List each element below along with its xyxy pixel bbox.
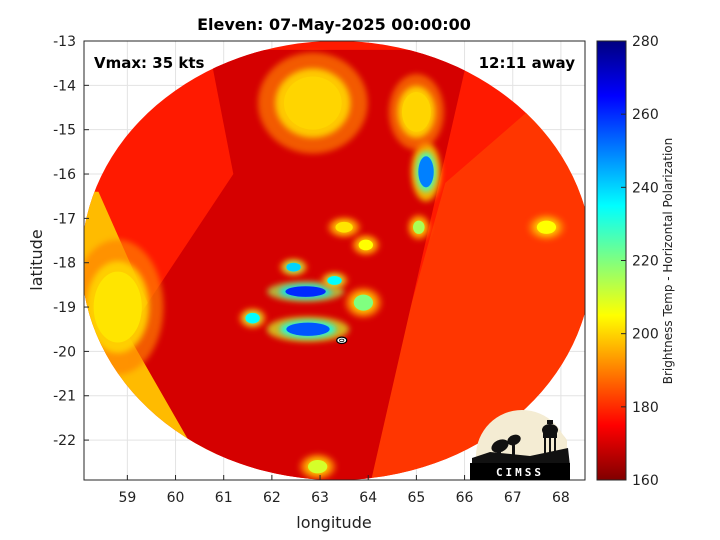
water-tower-icon bbox=[542, 420, 558, 460]
microwave-swath bbox=[84, 41, 585, 480]
y-tick-label: -22 bbox=[53, 433, 76, 449]
plot-frame bbox=[83, 40, 586, 481]
x-tick-label: 60 bbox=[167, 490, 185, 506]
x-tick-label: 66 bbox=[456, 490, 474, 506]
colorbar-label: Brightness Temp - Horizontal Polarizatio… bbox=[661, 138, 675, 385]
swath-feature-core bbox=[358, 239, 374, 251]
storm-center-marker bbox=[336, 336, 348, 345]
swath-feature-core bbox=[308, 460, 328, 474]
swath-feature-core bbox=[245, 312, 260, 324]
colorbar-ticks: 280 260 240 220 200 180 160 bbox=[621, 34, 659, 489]
y-tick-label: -14 bbox=[53, 78, 76, 94]
swath-feature-core bbox=[285, 286, 326, 297]
plot-area: 59 60 61 62 63 64 65 66 67 68 -13-14-15-16-17-18-… bbox=[53, 34, 586, 506]
y-axis-label: latitude bbox=[27, 229, 46, 290]
swath-feature-core bbox=[353, 294, 374, 311]
swath-feature-core bbox=[335, 221, 353, 233]
colorbar-tick-label: 160 bbox=[632, 473, 659, 489]
colorbar-tick-label: 180 bbox=[632, 400, 659, 416]
colorbar-tick-label: 240 bbox=[632, 180, 659, 196]
vmax-annotation: Vmax: 35 kts bbox=[94, 54, 204, 72]
colorbar-tick-label: 280 bbox=[632, 34, 659, 50]
x-tick-label: 62 bbox=[263, 490, 281, 506]
swath-east-region bbox=[358, 41, 585, 480]
y-tick-label: -17 bbox=[53, 211, 76, 227]
swath-feature-core bbox=[283, 76, 342, 130]
swath-feature-core bbox=[286, 322, 330, 336]
y-axis-ticks: -13 -14 -15 -16 -17 -18 -19 -20 -21 -22 bbox=[53, 34, 89, 449]
x-tick-label: 64 bbox=[359, 490, 377, 506]
y-tick-label: -16 bbox=[53, 167, 76, 183]
y-tick-label: -13 bbox=[53, 34, 76, 50]
x-axis-label: longitude bbox=[296, 513, 371, 532]
y-tick-label: -21 bbox=[53, 389, 76, 405]
cimss-logo-text: CIMSS bbox=[496, 466, 544, 479]
x-tick-label: 61 bbox=[215, 490, 233, 506]
y-tick-label: -15 bbox=[53, 123, 76, 139]
swath-feature-core bbox=[418, 156, 434, 188]
colorbar-tick-label: 260 bbox=[632, 107, 659, 123]
colorbar-tick-label: 200 bbox=[632, 327, 659, 343]
x-axis-ticks: 59 60 61 62 63 64 65 66 67 68 bbox=[118, 475, 570, 506]
cimss-logo: CIMSS bbox=[470, 410, 570, 480]
swath-feature-core bbox=[536, 220, 557, 234]
chart-title: Eleven: 07-May-2025 00:00:00 bbox=[197, 15, 471, 34]
y-tick-label: -20 bbox=[53, 344, 76, 360]
swath-feature-core bbox=[286, 262, 301, 272]
swath-feature-core bbox=[327, 276, 342, 285]
y-tick-label: -18 bbox=[53, 256, 76, 272]
storm-marker-outer bbox=[336, 336, 348, 345]
x-tick-label: 63 bbox=[311, 490, 329, 506]
swath-feature-core bbox=[401, 91, 431, 132]
swath-feature-core bbox=[93, 271, 142, 343]
swath-feature-core bbox=[413, 220, 425, 234]
colorbar-tick-label: 220 bbox=[632, 254, 659, 270]
x-tick-label: 59 bbox=[118, 490, 136, 506]
storm-marker-inner bbox=[339, 338, 345, 342]
x-tick-label: 68 bbox=[552, 490, 570, 506]
y-tick-label: -19 bbox=[53, 300, 76, 316]
x-tick-label: 65 bbox=[407, 490, 425, 506]
x-tick-label: 67 bbox=[504, 490, 522, 506]
time-away-annotation: 12:11 away bbox=[479, 54, 576, 72]
colorbar: 280 260 240 220 200 180 160 Brightness Temp - … bbox=[596, 34, 675, 489]
